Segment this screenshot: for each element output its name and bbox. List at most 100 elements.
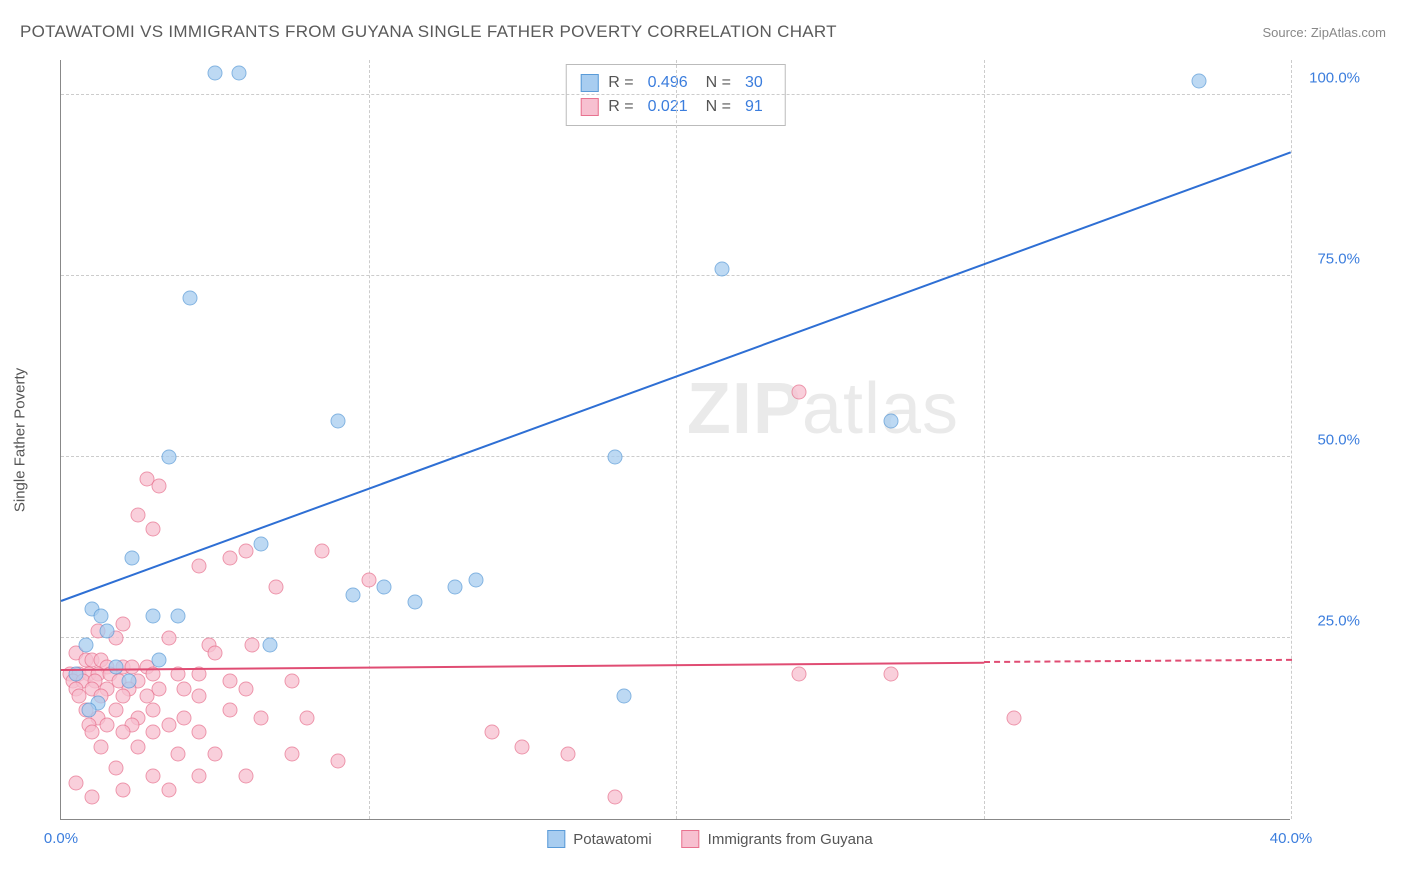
scatter-point: [124, 660, 139, 675]
scatter-point: [146, 725, 161, 740]
legend-r-label: R =: [608, 95, 633, 119]
x-tick-label: 0.0%: [44, 830, 78, 847]
scatter-point: [146, 522, 161, 537]
scatter-point: [146, 609, 161, 624]
scatter-point: [192, 768, 207, 783]
gridline-vertical: [1291, 60, 1292, 819]
scatter-point: [192, 725, 207, 740]
scatter-point: [792, 384, 807, 399]
scatter-point: [223, 674, 238, 689]
scatter-point: [170, 609, 185, 624]
scatter-point: [100, 623, 115, 638]
scatter-point: [161, 783, 176, 798]
scatter-point: [115, 783, 130, 798]
legend-swatch: [547, 830, 565, 848]
scatter-point: [253, 710, 268, 725]
scatter-point: [84, 790, 99, 805]
legend-r-value: 0.496: [648, 71, 688, 95]
scatter-point: [115, 616, 130, 631]
gridline-vertical: [369, 60, 370, 819]
series-label: Immigrants from Guyana: [708, 831, 873, 848]
trendline-dashed: [983, 659, 1291, 663]
scatter-point: [616, 688, 631, 703]
chart-source: Source: ZipAtlas.com: [1262, 25, 1386, 40]
scatter-point: [284, 746, 299, 761]
legend-n-value: 91: [745, 95, 763, 119]
scatter-point: [469, 573, 484, 588]
legend-n-label: N =: [706, 95, 731, 119]
scatter-point: [177, 710, 192, 725]
scatter-point: [72, 688, 87, 703]
scatter-point: [207, 746, 222, 761]
chart-title: POTAWATOMI VS IMMIGRANTS FROM GUYANA SIN…: [20, 22, 837, 42]
scatter-point: [207, 645, 222, 660]
scatter-point: [884, 413, 899, 428]
legend-swatch: [682, 830, 700, 848]
scatter-point: [1191, 73, 1206, 88]
scatter-point: [346, 587, 361, 602]
source-name: ZipAtlas.com: [1311, 25, 1386, 40]
scatter-point: [715, 261, 730, 276]
scatter-point: [561, 746, 576, 761]
series-label: Potawatomi: [573, 831, 651, 848]
scatter-point: [84, 725, 99, 740]
scatter-point: [269, 580, 284, 595]
scatter-point: [146, 768, 161, 783]
scatter-point: [170, 746, 185, 761]
gridline-vertical: [984, 60, 985, 819]
y-tick-label: 25.0%: [1300, 613, 1360, 630]
scatter-point: [81, 703, 96, 718]
series-legend: Potawatomi Immigrants from Guyana: [547, 830, 872, 848]
scatter-point: [330, 413, 345, 428]
y-tick-label: 75.0%: [1300, 251, 1360, 268]
watermark-bold: ZIP: [687, 369, 802, 449]
scatter-point: [407, 594, 422, 609]
scatter-point: [146, 703, 161, 718]
y-tick-label: 100.0%: [1300, 70, 1360, 87]
scatter-point: [109, 761, 124, 776]
chart-header: POTAWATOMI VS IMMIGRANTS FROM GUYANA SIN…: [20, 22, 1386, 42]
scatter-point: [109, 703, 124, 718]
plot-region: ZIPatlas R =0.496N =30R =0.021N =91 25.0…: [60, 60, 1290, 820]
legend-n-value: 30: [745, 71, 763, 95]
scatter-point: [284, 674, 299, 689]
legend-swatch: [580, 74, 598, 92]
scatter-point: [115, 688, 130, 703]
legend-n-label: N =: [706, 71, 731, 95]
scatter-point: [447, 580, 462, 595]
scatter-point: [192, 688, 207, 703]
scatter-point: [121, 674, 136, 689]
scatter-point: [177, 681, 192, 696]
scatter-point: [263, 638, 278, 653]
scatter-point: [69, 775, 84, 790]
scatter-point: [223, 703, 238, 718]
watermark-rest: atlas: [802, 369, 959, 449]
gridline-vertical: [676, 60, 677, 819]
legend-r-label: R =: [608, 71, 633, 95]
scatter-point: [130, 739, 145, 754]
source-prefix: Source:: [1262, 25, 1310, 40]
scatter-point: [515, 739, 530, 754]
y-tick-label: 50.0%: [1300, 432, 1360, 449]
scatter-point: [130, 508, 145, 523]
scatter-point: [484, 725, 499, 740]
scatter-point: [161, 717, 176, 732]
scatter-point: [361, 573, 376, 588]
scatter-point: [140, 688, 155, 703]
series-legend-item: Immigrants from Guyana: [682, 830, 873, 848]
series-legend-item: Potawatomi: [547, 830, 651, 848]
scatter-point: [607, 790, 622, 805]
y-axis-title: Single Father Poverty: [12, 368, 29, 512]
scatter-point: [161, 450, 176, 465]
scatter-point: [100, 717, 115, 732]
scatter-point: [232, 66, 247, 81]
scatter-point: [152, 479, 167, 494]
scatter-point: [376, 580, 391, 595]
scatter-point: [223, 551, 238, 566]
scatter-point: [78, 638, 93, 653]
scatter-point: [884, 667, 899, 682]
scatter-point: [207, 66, 222, 81]
scatter-point: [300, 710, 315, 725]
scatter-point: [330, 754, 345, 769]
chart-area: Single Father Poverty ZIPatlas R =0.496N…: [60, 60, 1360, 820]
